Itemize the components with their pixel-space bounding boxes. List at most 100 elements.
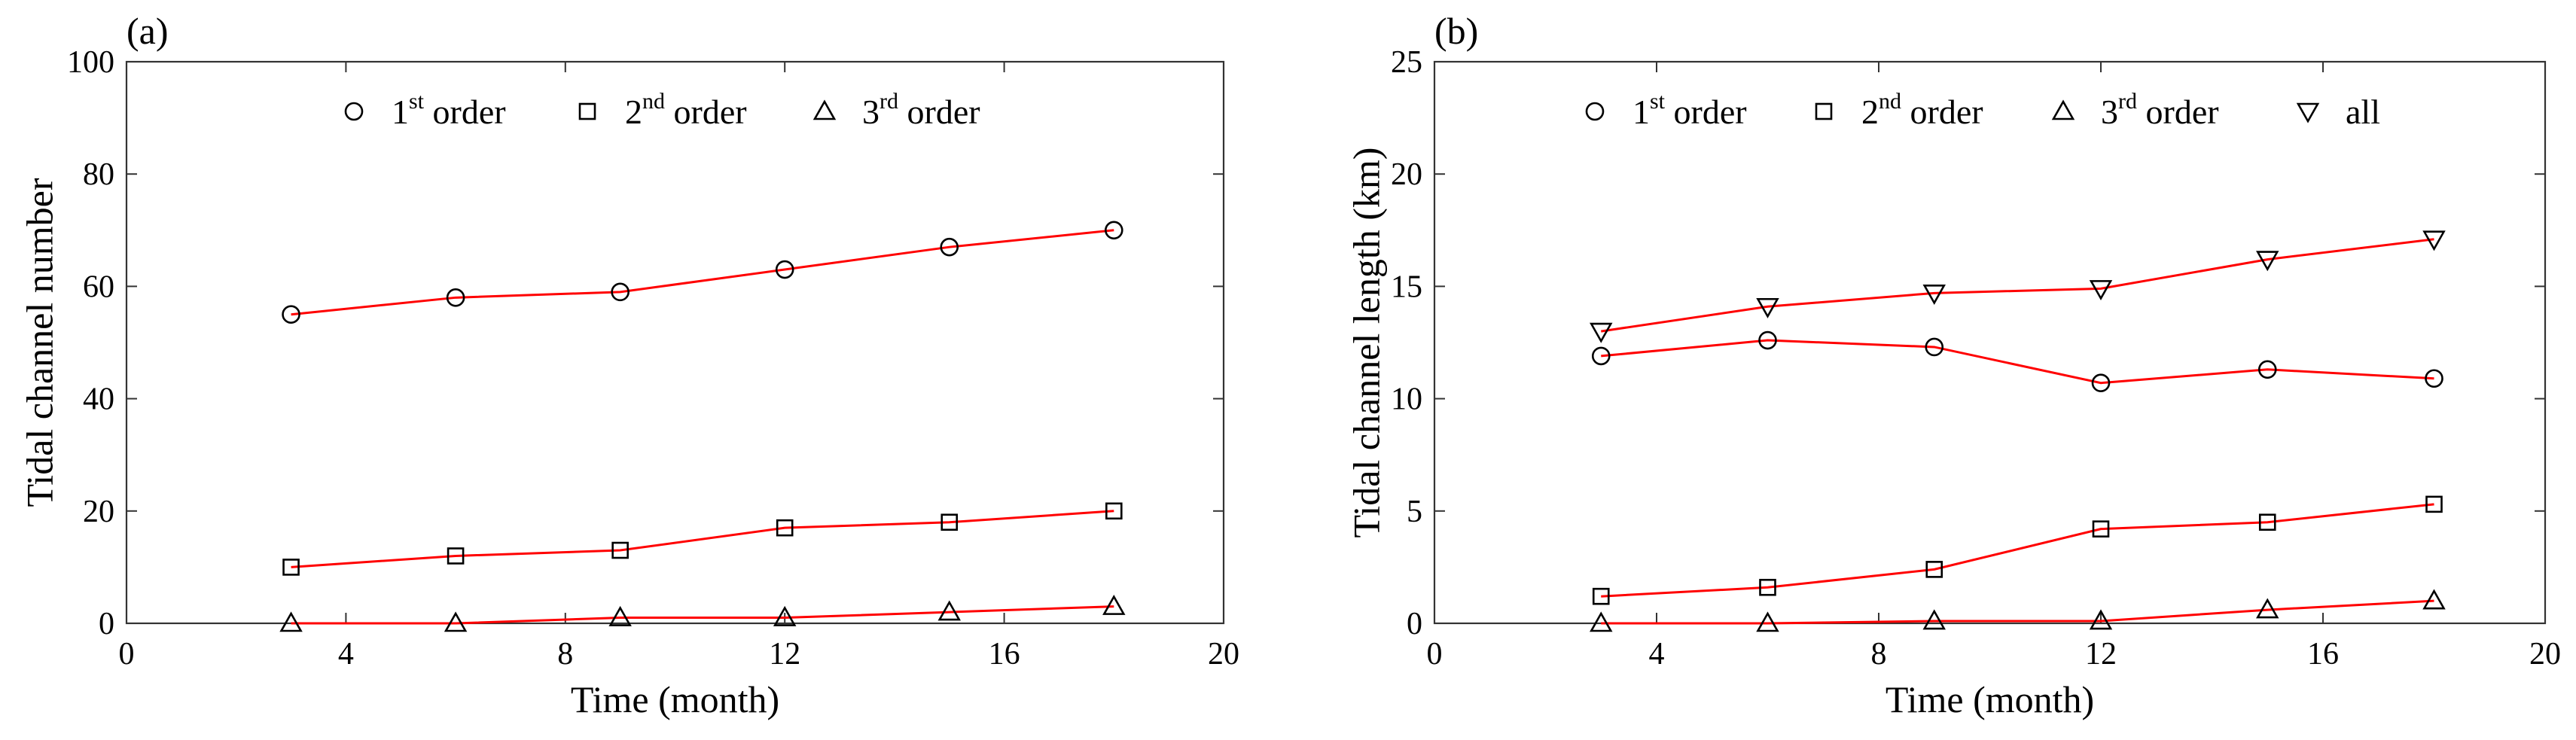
data-point — [1759, 578, 1776, 596]
data-point — [773, 605, 797, 626]
y-tick-label: 10 — [1391, 382, 1422, 417]
series-line — [291, 510, 1114, 568]
y-tick-label: 20 — [83, 495, 114, 529]
data-point — [2258, 513, 2276, 531]
data-point — [1590, 322, 1613, 343]
x-tick-label: 12 — [769, 637, 800, 671]
y-tick-label: 20 — [1391, 157, 1422, 192]
data-point — [2422, 230, 2446, 251]
legend-entry: 3rd order — [812, 89, 980, 131]
legend-label: 1st order — [392, 89, 506, 131]
data-point — [2425, 369, 2443, 388]
series-all — [1590, 230, 2446, 343]
legend-entry: 3rd order — [2051, 89, 2219, 131]
y-axis-label: Tidal channel number — [18, 178, 60, 507]
legend-marker — [2051, 99, 2075, 120]
data-point — [1922, 285, 1946, 305]
legend-label: 2nd order — [1861, 89, 1983, 131]
legend-marker — [812, 99, 837, 120]
data-point — [1756, 611, 1779, 632]
data-point — [1758, 330, 1777, 350]
y-tick-label: 15 — [1391, 270, 1422, 304]
data-point — [282, 305, 300, 324]
x-tick-label: 8 — [557, 637, 573, 671]
series-1st-order — [1591, 330, 2443, 393]
data-point — [1592, 587, 1610, 605]
data-point — [775, 260, 794, 279]
data-point — [1756, 297, 1779, 318]
y-tick-label: 0 — [99, 607, 114, 641]
data-point — [608, 605, 632, 626]
x-tick-label: 0 — [119, 637, 135, 671]
data-point — [940, 513, 959, 531]
x-tick-label: 8 — [1871, 637, 1887, 671]
legend-label: 3rd order — [862, 89, 980, 131]
data-point — [2256, 251, 2279, 272]
legend-label: 1st order — [1632, 89, 1747, 131]
y-tick-label: 100 — [67, 45, 114, 80]
legend-entry: all — [2296, 93, 2380, 131]
legend-marker — [1815, 102, 1833, 120]
data-point — [1925, 337, 1944, 357]
series-2nd-order — [282, 502, 1123, 576]
data-point — [282, 559, 300, 576]
legend-entry: 2nd order — [578, 89, 747, 131]
chart-panel-a: 0 4 8 12 16 20 0 20 40 60 80 100 Time (month) Tidal c… — [18, 10, 1239, 720]
panel-label: (b) — [1434, 10, 1478, 52]
plot-frame — [125, 60, 1225, 625]
data-point — [446, 288, 465, 307]
data-point — [1922, 609, 1946, 630]
legend-marker — [2296, 102, 2320, 123]
y-tick-label: 40 — [83, 382, 114, 417]
x-tick-label: 16 — [989, 637, 1020, 671]
series-1st-order — [282, 221, 1123, 324]
legend-marker — [1585, 102, 1605, 121]
series-line — [291, 229, 1114, 316]
series-line — [1601, 503, 2434, 598]
data-point — [2091, 373, 2111, 393]
data-point — [2257, 360, 2277, 379]
data-point — [2092, 520, 2110, 537]
series-line — [1601, 339, 2434, 385]
data-point — [1105, 502, 1123, 520]
data-point — [2089, 609, 2113, 630]
x-tick-label: 16 — [2307, 637, 2339, 671]
data-point — [2089, 280, 2113, 301]
plot-frame — [1433, 60, 2547, 625]
x-tick-label: 0 — [1427, 637, 1443, 671]
data-point — [444, 611, 468, 632]
series-line — [291, 605, 1114, 625]
legend-label: 3rd order — [2101, 89, 2219, 131]
data-point — [937, 600, 961, 621]
legend-marker — [578, 102, 596, 120]
legend-label: all — [2346, 93, 2380, 131]
legend-entry: 1st order — [344, 89, 506, 131]
y-tick-label: 60 — [83, 270, 114, 304]
data-point — [279, 611, 303, 632]
series-3rd-order — [1590, 589, 2446, 632]
data-point — [2422, 589, 2446, 610]
legend-marker — [344, 102, 364, 121]
y-tick-label: 5 — [1407, 495, 1422, 529]
y-axis-label: Tidal channel length (km) — [1345, 148, 1387, 538]
data-point — [611, 282, 630, 302]
legend-label: 2nd order — [625, 89, 747, 131]
y-tick-label: 25 — [1391, 45, 1422, 80]
data-point — [1591, 346, 1611, 366]
data-point — [776, 519, 794, 537]
data-point — [447, 547, 465, 565]
x-tick-label: 4 — [1649, 637, 1665, 671]
data-point — [1925, 561, 1943, 578]
x-tick-label: 4 — [338, 637, 354, 671]
x-axis-label: Time (month) — [1886, 678, 2094, 720]
data-point — [1102, 594, 1126, 615]
x-tick-label: 12 — [2085, 637, 2117, 671]
panel-label: (a) — [127, 10, 169, 52]
data-point — [940, 237, 959, 257]
data-point — [1105, 221, 1123, 240]
legend-entry: 1st order — [1585, 89, 1747, 131]
data-point — [2256, 598, 2279, 619]
series-2nd-order — [1592, 495, 2443, 605]
chart-panel-b: 0 4 8 12 16 20 0 5 10 15 20 25 Time (month) Tidal cha… — [1345, 10, 2561, 720]
